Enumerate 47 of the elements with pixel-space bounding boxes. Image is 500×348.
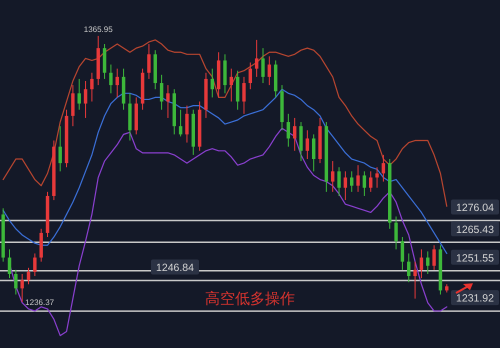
ref-line-label: 1276.04	[456, 202, 494, 214]
candlestick	[78, 78, 81, 110]
candlestick	[420, 248, 424, 279]
candlestick	[312, 134, 316, 172]
candlestick	[109, 64, 113, 94]
candlestick	[356, 164, 360, 192]
candlestick	[71, 84, 75, 127]
candlestick	[166, 84, 170, 118]
candlestick	[344, 170, 348, 201]
ref-line-label: 1265.43	[456, 224, 494, 236]
candlestick	[147, 44, 151, 80]
candlestick	[178, 109, 182, 137]
ref-line-label: 1246.84	[156, 262, 194, 274]
candlestick	[58, 126, 62, 172]
candlestick	[210, 68, 214, 98]
candlestick	[375, 166, 379, 188]
candlestick	[400, 236, 404, 270]
candlestick	[84, 80, 88, 118]
candlestick	[248, 62, 252, 90]
annotation: 高空低多操作	[205, 290, 295, 308]
ref-line-label: 1251.55	[456, 252, 494, 264]
candlestick	[230, 68, 234, 102]
candlestick	[350, 170, 354, 192]
candlestick	[394, 216, 398, 250]
candlestick	[292, 117, 296, 152]
candlestick	[426, 250, 430, 274]
candlestick	[116, 68, 119, 98]
candlestick	[286, 113, 290, 148]
candlestick	[268, 56, 272, 86]
candlestick	[160, 74, 164, 110]
candlestick	[362, 170, 366, 196]
candlestick	[20, 273, 24, 302]
candlestick	[413, 261, 417, 300]
ref-line-label: 1231.92	[456, 292, 494, 305]
candlestick	[330, 160, 334, 192]
candlestick	[407, 252, 410, 283]
candlestick	[369, 170, 372, 192]
candlestick	[432, 244, 436, 270]
annotation: 1236.37	[25, 298, 55, 307]
candlestick	[306, 130, 310, 160]
candlestick	[254, 39, 258, 78]
candlestick	[90, 72, 94, 102]
annotation: 1365.95	[84, 24, 114, 34]
candlestick	[382, 154, 386, 182]
candlestick	[185, 105, 189, 144]
candlestick	[33, 252, 37, 277]
candlestick	[14, 269, 18, 296]
